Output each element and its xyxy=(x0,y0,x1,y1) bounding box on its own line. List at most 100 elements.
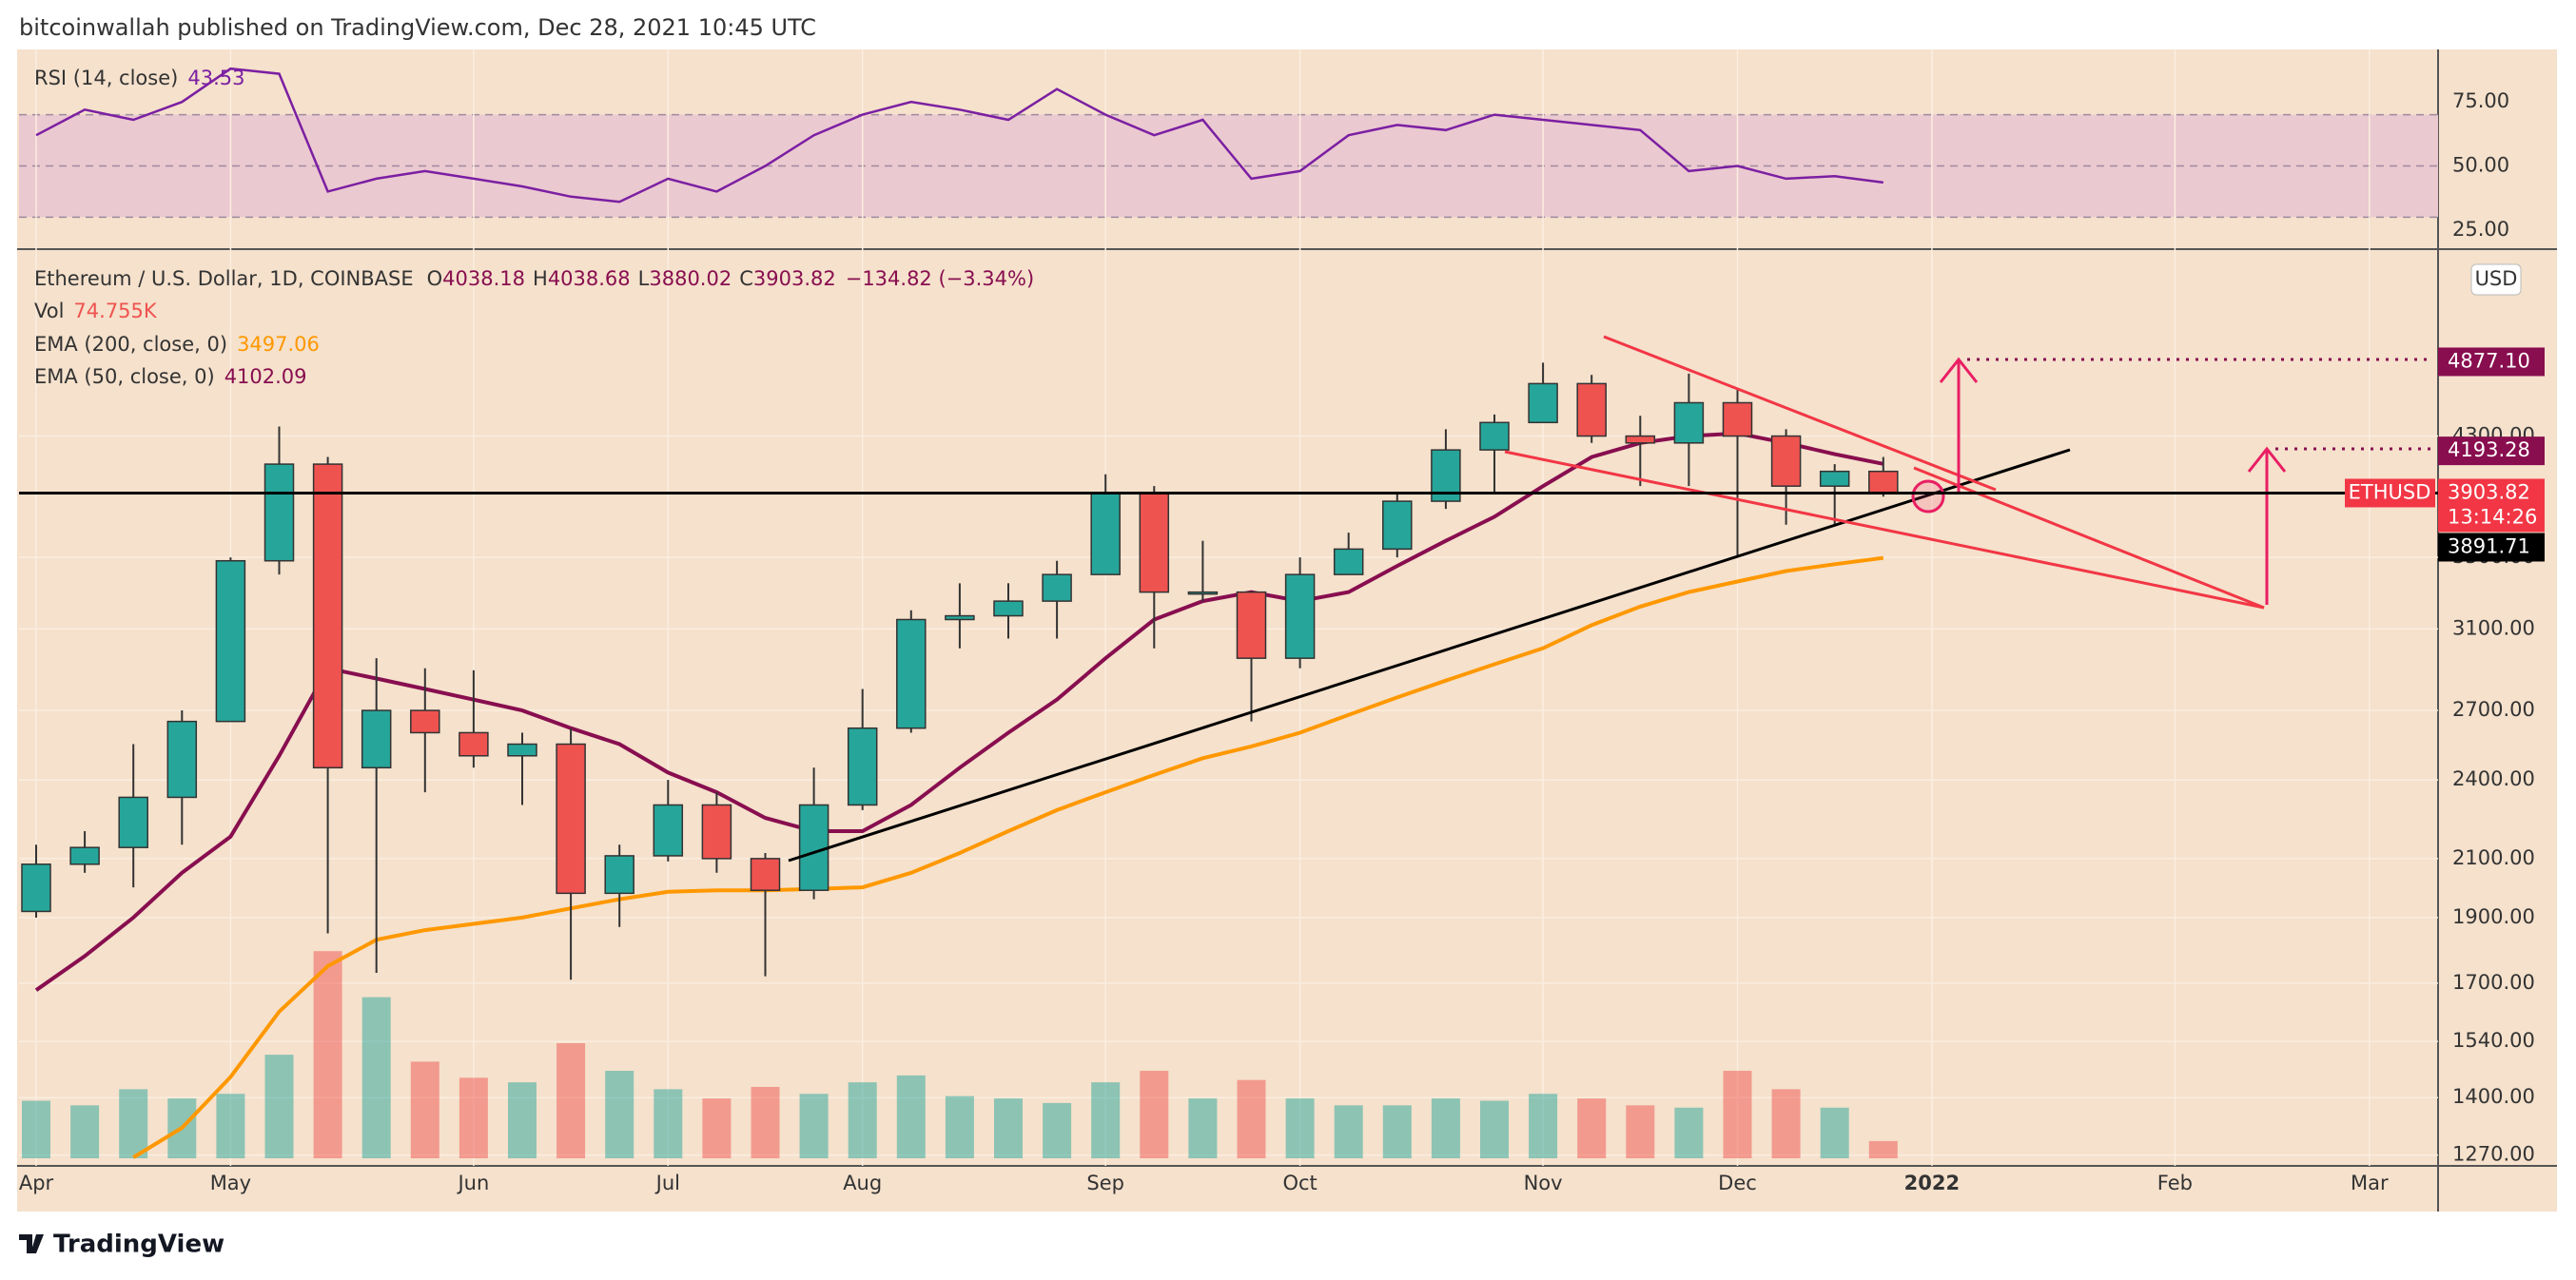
trend-line xyxy=(1603,335,1997,492)
symbol-tag-label: ETHUSD xyxy=(2349,480,2431,503)
volume-bar xyxy=(1043,1102,1072,1158)
volume-bar xyxy=(1868,1140,1898,1158)
volume-bar xyxy=(1140,1071,1169,1158)
volume-bar xyxy=(605,1071,634,1158)
legend-item: H xyxy=(533,267,548,290)
candle-body xyxy=(1284,573,1316,659)
volume-bar xyxy=(1723,1071,1752,1158)
rsi-tick-label: 25.00 xyxy=(2452,218,2509,241)
volume-bar xyxy=(313,951,342,1158)
volume-bar xyxy=(556,1043,586,1158)
volume-bar xyxy=(119,1089,148,1158)
candle-body xyxy=(21,863,51,913)
volume-bar xyxy=(1674,1107,1704,1158)
candle-body xyxy=(166,720,198,799)
highlight-circle xyxy=(1911,479,1945,514)
brand: TradingView xyxy=(53,1231,224,1259)
legend-item: 3880.02 xyxy=(649,267,732,290)
legend-item: 74.755K xyxy=(73,300,157,322)
candle-body xyxy=(993,600,1024,617)
volume-bar xyxy=(1480,1100,1509,1158)
countdown-label: 13:14:26 xyxy=(2448,505,2537,528)
target-arrow xyxy=(2247,446,2287,605)
candle-body xyxy=(1090,493,1121,575)
price-tag-label: 4877.10 xyxy=(2448,349,2530,372)
x-tick-label: Apr xyxy=(19,1172,54,1194)
candle-body xyxy=(701,804,732,860)
volume-bar xyxy=(896,1075,926,1158)
candle-body xyxy=(1479,421,1510,451)
volume-bar xyxy=(264,1055,294,1158)
volume-bar xyxy=(654,1089,683,1158)
legend-item: C xyxy=(739,267,753,290)
candle-body xyxy=(653,804,684,857)
x-tick-label: Mar xyxy=(2351,1172,2389,1194)
volume-bar xyxy=(1577,1098,1607,1158)
legend-item: 4038.18 xyxy=(442,267,525,290)
y-tick-label: 1900.00 xyxy=(2452,905,2535,928)
rsi-tick-label: 75.00 xyxy=(2452,89,2509,112)
legend: Vol 74.755K xyxy=(34,300,158,322)
candle-body xyxy=(1819,470,1850,487)
rsi-tick-label: 50.00 xyxy=(2452,153,2509,176)
candle-body xyxy=(1673,401,1705,444)
bid-tag-label: 3891.71 xyxy=(2448,534,2530,557)
trend-line xyxy=(788,448,2071,863)
volume-bar xyxy=(1091,1082,1121,1158)
candle-body xyxy=(1042,573,1072,602)
legend-item: Ethereum / U.S. Dollar, 1D, COINBASE xyxy=(34,267,414,290)
x-tick-label: May xyxy=(210,1172,251,1194)
legend: EMA (50, close, 0) 4102.09 xyxy=(34,365,307,388)
candle-body xyxy=(1868,470,1899,495)
candle-body xyxy=(361,709,392,769)
volume-bar xyxy=(1188,1098,1218,1158)
y-tick-label: 1400.00 xyxy=(2452,1085,2535,1108)
candle-body xyxy=(1625,435,1656,444)
volume-bar xyxy=(216,1094,245,1158)
x-tick-label: Dec xyxy=(1718,1172,1757,1194)
volume-bar xyxy=(848,1082,877,1158)
candle-body xyxy=(1236,591,1267,659)
candle-body xyxy=(215,559,246,723)
y-tick-label: 1540.00 xyxy=(2452,1029,2535,1052)
currency-button[interactable] xyxy=(2470,263,2522,296)
y-tick-label: 3100.00 xyxy=(2452,616,2535,639)
volume-bar xyxy=(1285,1098,1315,1158)
candle-body xyxy=(1382,500,1413,551)
y-tick-label: 1270.00 xyxy=(2452,1143,2535,1166)
candle-body xyxy=(69,846,100,865)
legend-item: −134.82 (−3.34%) xyxy=(846,267,1034,290)
candle-body xyxy=(945,614,975,621)
price-tag xyxy=(2438,347,2545,377)
candle-body xyxy=(1139,493,1170,593)
legend-item: RSI (14, close) xyxy=(34,67,178,89)
volume-bar xyxy=(361,997,391,1158)
candle-body xyxy=(1333,548,1364,575)
candle-body xyxy=(1528,382,1558,424)
volume-bar xyxy=(508,1082,537,1158)
volume-bar xyxy=(1820,1107,1849,1158)
legend-item: 3497.06 xyxy=(237,333,320,356)
legend-item: 3903.82 xyxy=(753,267,836,290)
candle-body xyxy=(798,804,829,891)
candle-body xyxy=(896,618,927,729)
legend-item: EMA (200, close, 0) xyxy=(34,333,227,356)
candle-body xyxy=(410,709,440,734)
drawings xyxy=(788,335,2431,863)
y-tick-label: 2400.00 xyxy=(2452,767,2535,790)
volume-bar xyxy=(945,1096,974,1158)
trend-line xyxy=(1913,466,2265,610)
logo: TradingView xyxy=(19,1231,224,1259)
legend-item: 4038.68 xyxy=(548,267,631,290)
volume-bar xyxy=(410,1061,439,1158)
header: bitcoinwallah published on TradingView.c… xyxy=(19,14,816,41)
candle-body xyxy=(1722,401,1753,437)
volume-bar xyxy=(1771,1089,1801,1158)
legend: RSI (14, close) 43.53 xyxy=(34,67,244,89)
volume-bar xyxy=(799,1094,829,1158)
x-tick-label: Sep xyxy=(1086,1172,1124,1194)
bid-tag xyxy=(2438,533,2545,562)
legend-item: O xyxy=(427,267,443,290)
volume-bar xyxy=(1334,1105,1363,1158)
volume-bar xyxy=(1626,1105,1655,1158)
